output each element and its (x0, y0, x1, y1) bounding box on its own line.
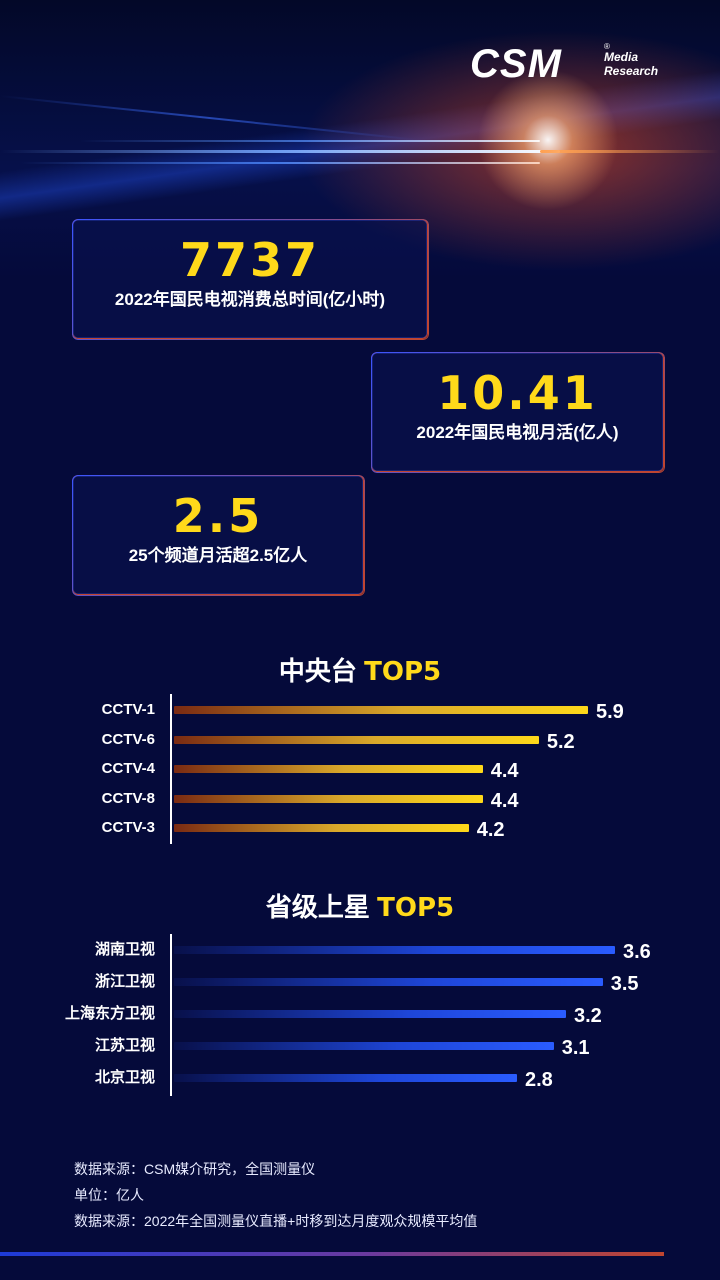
chart-axis (170, 934, 172, 1096)
bar-value-label: 5.9 (596, 701, 624, 723)
csm-logo: CSM ® Media Research (470, 42, 670, 86)
bar-value-label: 3.2 (574, 1005, 602, 1027)
chart-title-highlight: TOP5 (364, 657, 442, 687)
stat-label: 2022年国民电视月活(亿人) (416, 423, 619, 442)
light-streak (0, 150, 560, 153)
bar-value-label: 3.6 (623, 941, 651, 963)
bar-value-label: 4.4 (490, 760, 519, 782)
logo-sub-line-2: Research (604, 64, 659, 78)
stat-card-monthly-active: 10.41 2022年国民电视月活(亿人) (371, 352, 664, 472)
bar-value-label: 4.2 (476, 819, 505, 841)
bar (174, 765, 483, 773)
logo-sub-line-1: Media (604, 50, 639, 64)
stat-value: 2.5 (172, 489, 264, 543)
light-streak (540, 150, 720, 153)
chart-title-provincial: 省级上星 TOP5 (0, 890, 720, 925)
bar-value-label: 3.5 (610, 973, 639, 995)
bar (174, 1074, 517, 1082)
bar-label: 江苏卫视 (94, 1037, 155, 1054)
logo-subtitle: Media Research (604, 50, 674, 78)
bar (174, 946, 615, 954)
bar-value-label: 5.2 (546, 730, 575, 753)
bar-value-label: 4.4 (490, 789, 519, 812)
registered-mark: ® (604, 42, 610, 51)
bar-value-label: 3.1 (561, 1037, 590, 1059)
bar (174, 794, 483, 803)
bar-label: CCTV-3 (101, 819, 155, 836)
light-streak (80, 140, 540, 142)
stat-value: 7737 (179, 233, 321, 287)
bar-value-label: 2.8 (525, 1069, 553, 1091)
stat-label: 2022年国民电视消费总时间(亿小时) (114, 290, 386, 309)
bar (174, 824, 469, 832)
chart-title-highlight: TOP5 (377, 893, 455, 923)
chart-title-cctv: 中央台 TOP5 (0, 654, 720, 689)
stat-card-channels: 2.5 25个频道月活超2.5亿人 (72, 475, 364, 595)
bar-label: 北京卫视 (94, 1069, 155, 1086)
bar-label: CCTV-8 (101, 789, 155, 807)
bar (174, 1010, 566, 1018)
bar-label: CCTV-1 (101, 701, 155, 718)
chart-title-main: 省级上星 (265, 892, 370, 922)
footnote-source: 数据来源：CSM媒介研究，全国测量仪 (74, 1161, 316, 1177)
bar (174, 735, 539, 744)
chart-title-main: 中央台 (278, 656, 357, 686)
footnote-unit: 单位：亿人 (74, 1187, 144, 1203)
bar (174, 1042, 554, 1050)
bar-label: 湖南卫视 (94, 941, 155, 958)
light-streak (0, 95, 418, 141)
bar (174, 706, 588, 714)
light-streak (20, 162, 540, 164)
stat-value: 10.41 (437, 366, 598, 420)
bar (174, 978, 603, 986)
bottom-divider (0, 1252, 664, 1256)
chart-axis (170, 694, 172, 844)
bar-label: 上海东方卫视 (64, 1005, 155, 1022)
footnotes: 数据来源：CSM媒介研究，全国测量仪 单位：亿人 数据来源：2022年全国测量仪… (74, 1156, 477, 1234)
bar-label: CCTV-4 (101, 760, 155, 777)
stat-card-total-hours: 7737 2022年国民电视消费总时间(亿小时) (72, 219, 428, 339)
bar-label: 浙江卫视 (94, 973, 155, 990)
bar-label: CCTV-6 (101, 730, 155, 748)
footnote-definition: 数据来源：2022年全国测量仪直播+时移到达月度观众规模平均值 (74, 1213, 478, 1229)
stat-label: 25个频道月活超2.5亿人 (128, 546, 308, 565)
logo-wordmark: CSM (470, 42, 562, 86)
